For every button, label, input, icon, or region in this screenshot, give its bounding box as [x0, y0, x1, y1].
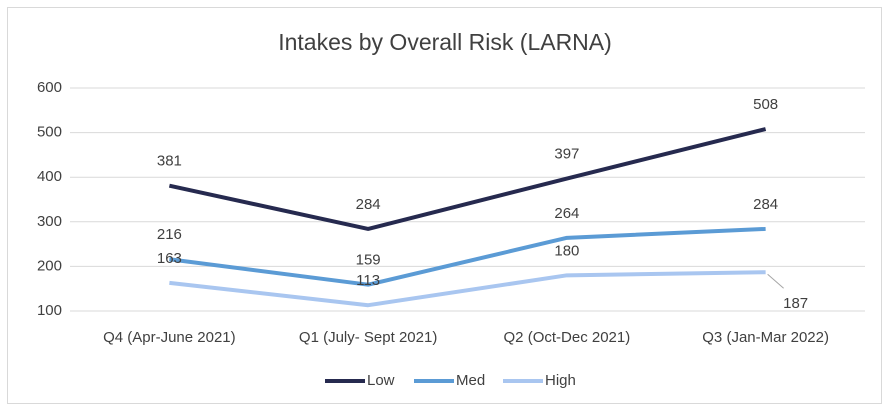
x-tick-label: Q2 (Oct-Dec 2021)	[504, 329, 631, 346]
leader-line	[767, 273, 784, 289]
chart-frame	[7, 7, 882, 404]
data-label: 381	[157, 153, 182, 170]
y-tick-label: 200	[37, 257, 62, 274]
line-series	[169, 270, 766, 308]
x-tick-label: Q3 (Jan-Mar 2022)	[702, 329, 829, 346]
line-series	[168, 127, 767, 231]
line-series	[169, 226, 766, 287]
legend-label: Low	[367, 372, 395, 389]
data-label: 397	[554, 146, 579, 163]
data-label: 508	[753, 96, 778, 113]
legend-label: Med	[456, 372, 485, 389]
chart-title: Intakes by Overall Risk (LARNA)	[278, 29, 612, 55]
y-tick-label: 100	[37, 302, 62, 319]
data-label: 159	[356, 252, 381, 269]
y-tick-label: 400	[37, 168, 62, 185]
data-label: 187	[783, 295, 808, 312]
legend-label: High	[545, 372, 576, 389]
x-tick-label: Q1 (July- Sept 2021)	[299, 329, 437, 346]
data-label: 216	[157, 226, 182, 243]
x-tick-label: Q4 (Apr-June 2021)	[103, 329, 236, 346]
y-tick-label: 300	[37, 213, 62, 230]
y-tick-label: 500	[37, 124, 62, 141]
data-label: 264	[554, 205, 579, 222]
data-label: 113	[356, 272, 380, 289]
y-tick-label: 600	[37, 79, 62, 96]
data-label: 284	[356, 196, 381, 213]
data-label: 180	[554, 242, 579, 259]
data-label: 284	[753, 196, 778, 213]
data-label: 163	[157, 250, 182, 267]
